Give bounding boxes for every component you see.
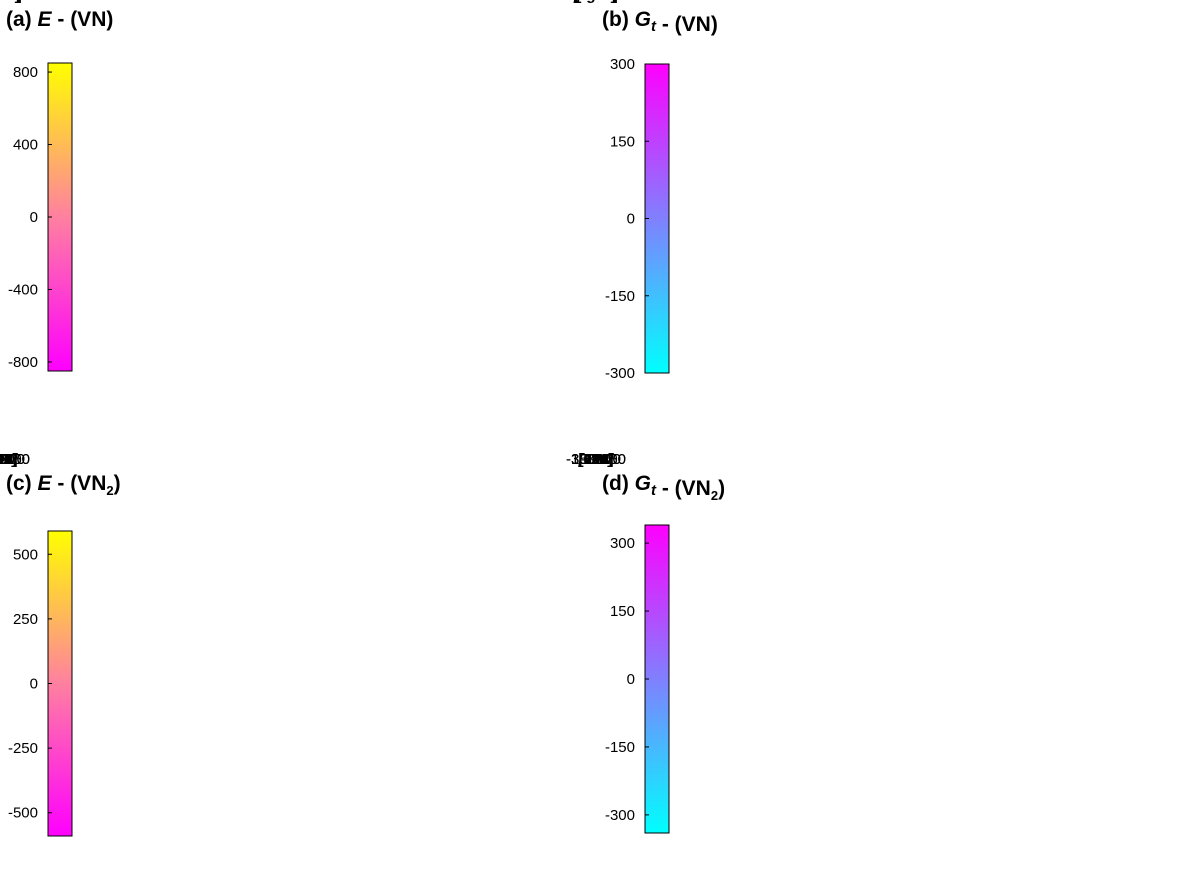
z-axis-label: [0001] bbox=[0, 0, 22, 4]
x-tick-label: 500 bbox=[0, 451, 13, 468]
x-axis-label: [1ġ10] bbox=[0, 0, 23, 4]
panel-title: (d) Gt - (VN2) bbox=[602, 472, 725, 503]
title-material: (VN bbox=[70, 472, 106, 495]
y-tick-label: -400 bbox=[0, 0, 30, 4]
title-symbol: G bbox=[635, 472, 651, 495]
x-tick-label: 0 bbox=[0, 451, 4, 468]
title-material: (VN) bbox=[675, 13, 718, 36]
x-tick-label: -150 bbox=[581, 0, 611, 4]
colorbar-tick-label: -250 bbox=[8, 740, 38, 757]
colorbar-tick-label: -500 bbox=[8, 805, 38, 822]
y-axis-label: [010] bbox=[0, 451, 18, 468]
colorbar-tick-label: -150 bbox=[605, 288, 635, 305]
x-tick-label: 150 bbox=[583, 0, 608, 4]
title-material-sub: 2 bbox=[711, 488, 718, 503]
z-axis-label: [001] bbox=[0, 451, 18, 468]
colorbar-tick-label: -300 bbox=[605, 807, 635, 824]
z-tick-label: 0 bbox=[588, 0, 596, 4]
y-tick-label: -500 bbox=[0, 451, 30, 468]
panel-d: (d) Gt - (VN2)3001500-150-3003001500-150… bbox=[566, 451, 725, 834]
z-tick-label: 150 bbox=[571, 0, 596, 4]
x-tick-label: 800 bbox=[0, 0, 13, 4]
x-axis-label: [100] bbox=[0, 451, 19, 468]
title-material: (VN) bbox=[70, 8, 113, 31]
colorbar-tick-label: 0 bbox=[30, 209, 38, 226]
y-tick-label: -250 bbox=[0, 451, 30, 468]
x-tick-label: -800 bbox=[0, 0, 15, 4]
colorbar-tick-label: 250 bbox=[13, 611, 38, 628]
x-tick-label: 0 bbox=[0, 0, 4, 4]
z-tick-label: -150 bbox=[566, 0, 596, 4]
z-tick-label: -300 bbox=[566, 0, 596, 4]
x-tick-label: -400 bbox=[0, 0, 15, 4]
colorbar-tick-label: 300 bbox=[610, 56, 635, 73]
title-symbol-sub: t bbox=[651, 482, 657, 499]
title-symbol: E bbox=[38, 8, 53, 31]
x-tick-label: -300 bbox=[581, 0, 611, 4]
colorbar-tick-label: 0 bbox=[30, 676, 38, 693]
title-material: (VN bbox=[675, 477, 711, 500]
colorbar-tick-label: 150 bbox=[610, 133, 635, 150]
colorbar-tick-label: -150 bbox=[605, 739, 635, 756]
colorbar-tick-label: 0 bbox=[627, 211, 635, 228]
x-tick-label: 0 bbox=[592, 0, 600, 4]
x-tick-label: 400 bbox=[0, 0, 13, 4]
y-tick-label: 250 bbox=[0, 451, 25, 468]
title-material-sub: 2 bbox=[106, 483, 113, 498]
y-tick-label: 400 bbox=[0, 0, 25, 4]
panel-title: (a) E - (VN) bbox=[6, 8, 113, 31]
z-tick-label: 300 bbox=[571, 0, 596, 4]
y-tick-label: 0 bbox=[0, 451, 8, 468]
y-tick-label: 800 bbox=[0, 0, 25, 4]
colorbar-tick-label: 0 bbox=[627, 671, 635, 688]
title-sep: - bbox=[656, 13, 675, 36]
y-tick-label: -800 bbox=[0, 0, 30, 4]
panel-b: (b) Gt - (VN)3001500-150-3003001500-150-… bbox=[566, 0, 718, 382]
title-close: ) bbox=[718, 477, 725, 500]
colorbar-tick-label: 400 bbox=[13, 137, 38, 154]
colorbar-tick-label: 300 bbox=[610, 535, 635, 552]
x-tick-label: -250 bbox=[0, 451, 15, 468]
title-label: (a) bbox=[6, 8, 38, 31]
colorbar-tick-label: 500 bbox=[13, 546, 38, 563]
colorbar bbox=[644, 63, 670, 374]
title-symbol-sub: t bbox=[651, 18, 657, 35]
y-tick-label: 0 bbox=[0, 0, 8, 4]
colorbar-tick-label: -400 bbox=[8, 281, 38, 298]
title-label: (c) bbox=[6, 472, 38, 495]
panel-title: (b) Gt - (VN) bbox=[602, 8, 718, 36]
colorbar-tick-label: 800 bbox=[13, 64, 38, 81]
y-axis-label: [10ī0] bbox=[0, 0, 20, 4]
x-tick-label: 300 bbox=[583, 0, 608, 4]
title-sep: - bbox=[52, 472, 71, 495]
x-axis-label: [1ġ10] bbox=[573, 0, 619, 4]
title-sep: - bbox=[52, 8, 71, 31]
y-axis-label: [10ī0] bbox=[576, 0, 615, 4]
title-label: (d) bbox=[602, 472, 635, 495]
y-tick-label: 500 bbox=[0, 451, 25, 468]
panel-title: (c) E - (VN2) bbox=[6, 472, 121, 498]
title-close: ) bbox=[114, 472, 121, 495]
panel-c: (c) E - (VN2)5002500-250-5005002500-250-… bbox=[0, 451, 121, 837]
y-tick-label: 300 bbox=[596, 0, 621, 4]
panel-a: (a) E - (VN)8004000-400-8008004000-400-8… bbox=[0, 0, 113, 372]
title-symbol: E bbox=[38, 472, 53, 495]
y-tick-label: 0 bbox=[596, 0, 604, 4]
colorbar-tick-label: -800 bbox=[8, 354, 38, 371]
x-tick-label: 250 bbox=[0, 451, 13, 468]
title-label: (b) bbox=[602, 8, 635, 31]
title-symbol: G bbox=[635, 8, 651, 31]
y-tick-label: -150 bbox=[596, 0, 626, 4]
title-sep: - bbox=[656, 477, 675, 500]
z-axis-label: [0001] bbox=[574, 0, 617, 4]
y-tick-label: -300 bbox=[596, 0, 626, 4]
x-tick-label: -500 bbox=[0, 451, 15, 468]
colorbar-tick-label: 150 bbox=[610, 603, 635, 620]
colorbar-tick-label: -300 bbox=[605, 365, 635, 382]
y-tick-label: 150 bbox=[596, 0, 621, 4]
